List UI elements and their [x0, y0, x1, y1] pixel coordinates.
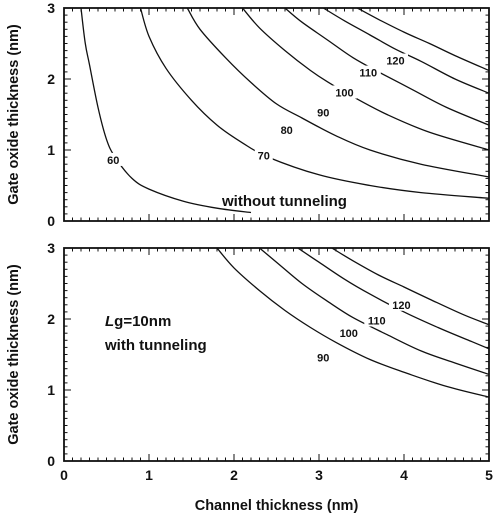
x-tick-label: 4: [400, 467, 408, 483]
y-tick-label: 2: [47, 71, 55, 87]
contour-label-120: 120: [392, 300, 410, 312]
contour-label-100: 100: [340, 328, 358, 340]
contour-label-bg: [388, 297, 414, 311]
contour-label-100: 100: [335, 87, 353, 99]
contour-line-100: [284, 8, 489, 126]
y-tick-label: 2: [47, 311, 55, 327]
contour-line-110: [297, 248, 489, 350]
contour-lines: [80, 8, 489, 214]
annotation-lg: Lg=10nm: [105, 313, 171, 330]
contour-lines: [216, 248, 489, 398]
contour-line-70: [139, 8, 489, 199]
contour-line-90: [242, 8, 489, 151]
contour-line-120: [331, 248, 489, 326]
contour-line-80: [186, 8, 489, 178]
contour-label-bg: [104, 152, 123, 166]
plot-frame: [63, 7, 490, 222]
x-tick-label: 2: [230, 467, 238, 483]
contour-line-120: [356, 8, 489, 72]
contour-label-bg: [332, 85, 357, 99]
contour-line-90: [216, 248, 489, 398]
contour-label-110: 110: [368, 315, 386, 327]
y-axis-label: Gate oxide thickness (nm): [6, 24, 22, 205]
top-panel: 0 1 2 3 Gate oxide thickness (nm) 60 70 80 90 100…: [6, 0, 490, 229]
contour-label-80: 80: [281, 125, 293, 137]
x-tick-label: 3: [315, 467, 323, 483]
contour-label-90: 90: [317, 352, 329, 364]
y-tick-label: 3: [47, 240, 55, 256]
contour-label-bg: [336, 326, 362, 340]
contour-label-bg: [314, 350, 333, 364]
y-axis-label: Gate oxide thickness (nm): [6, 264, 22, 445]
x-tick-label: 0: [60, 467, 68, 483]
plot-frame: [63, 247, 490, 462]
y-tick-label: 0: [47, 453, 55, 469]
contour-label-bg: [314, 105, 333, 119]
contour-label-120: 120: [386, 56, 404, 68]
y-tick-label: 1: [47, 142, 55, 158]
y-tick-label: 0: [47, 213, 55, 229]
contour-label-110: 110: [359, 68, 377, 80]
annotation-without-tunneling: without tunneling: [221, 193, 347, 210]
contour-line-60: [80, 8, 252, 214]
x-tick-label: 5: [485, 467, 493, 483]
y-tick-label: 1: [47, 382, 55, 398]
contour-label-60: 60: [107, 155, 119, 167]
contour-label-bg: [355, 65, 381, 79]
contour-label-bg: [254, 148, 273, 162]
x-tick-label: 1: [145, 467, 153, 483]
x-axis-label: Channel thickness (nm): [195, 498, 359, 514]
contour-label-bg: [364, 313, 390, 327]
contour-label-bg: [383, 53, 408, 67]
y-tick-label: 3: [47, 0, 55, 16]
bottom-panel: 0 1 2 3 0 1 2 3 4 5 Gate oxide thickness (nm) Chann…: [6, 240, 493, 514]
contour-line-110: [322, 8, 489, 94]
contour-label-90: 90: [317, 107, 329, 119]
annotation-with-tunneling: with tunneling: [104, 337, 207, 354]
contour-label-70: 70: [258, 151, 270, 163]
contour-label-bg: [277, 123, 296, 137]
contour-line-100: [259, 248, 489, 376]
